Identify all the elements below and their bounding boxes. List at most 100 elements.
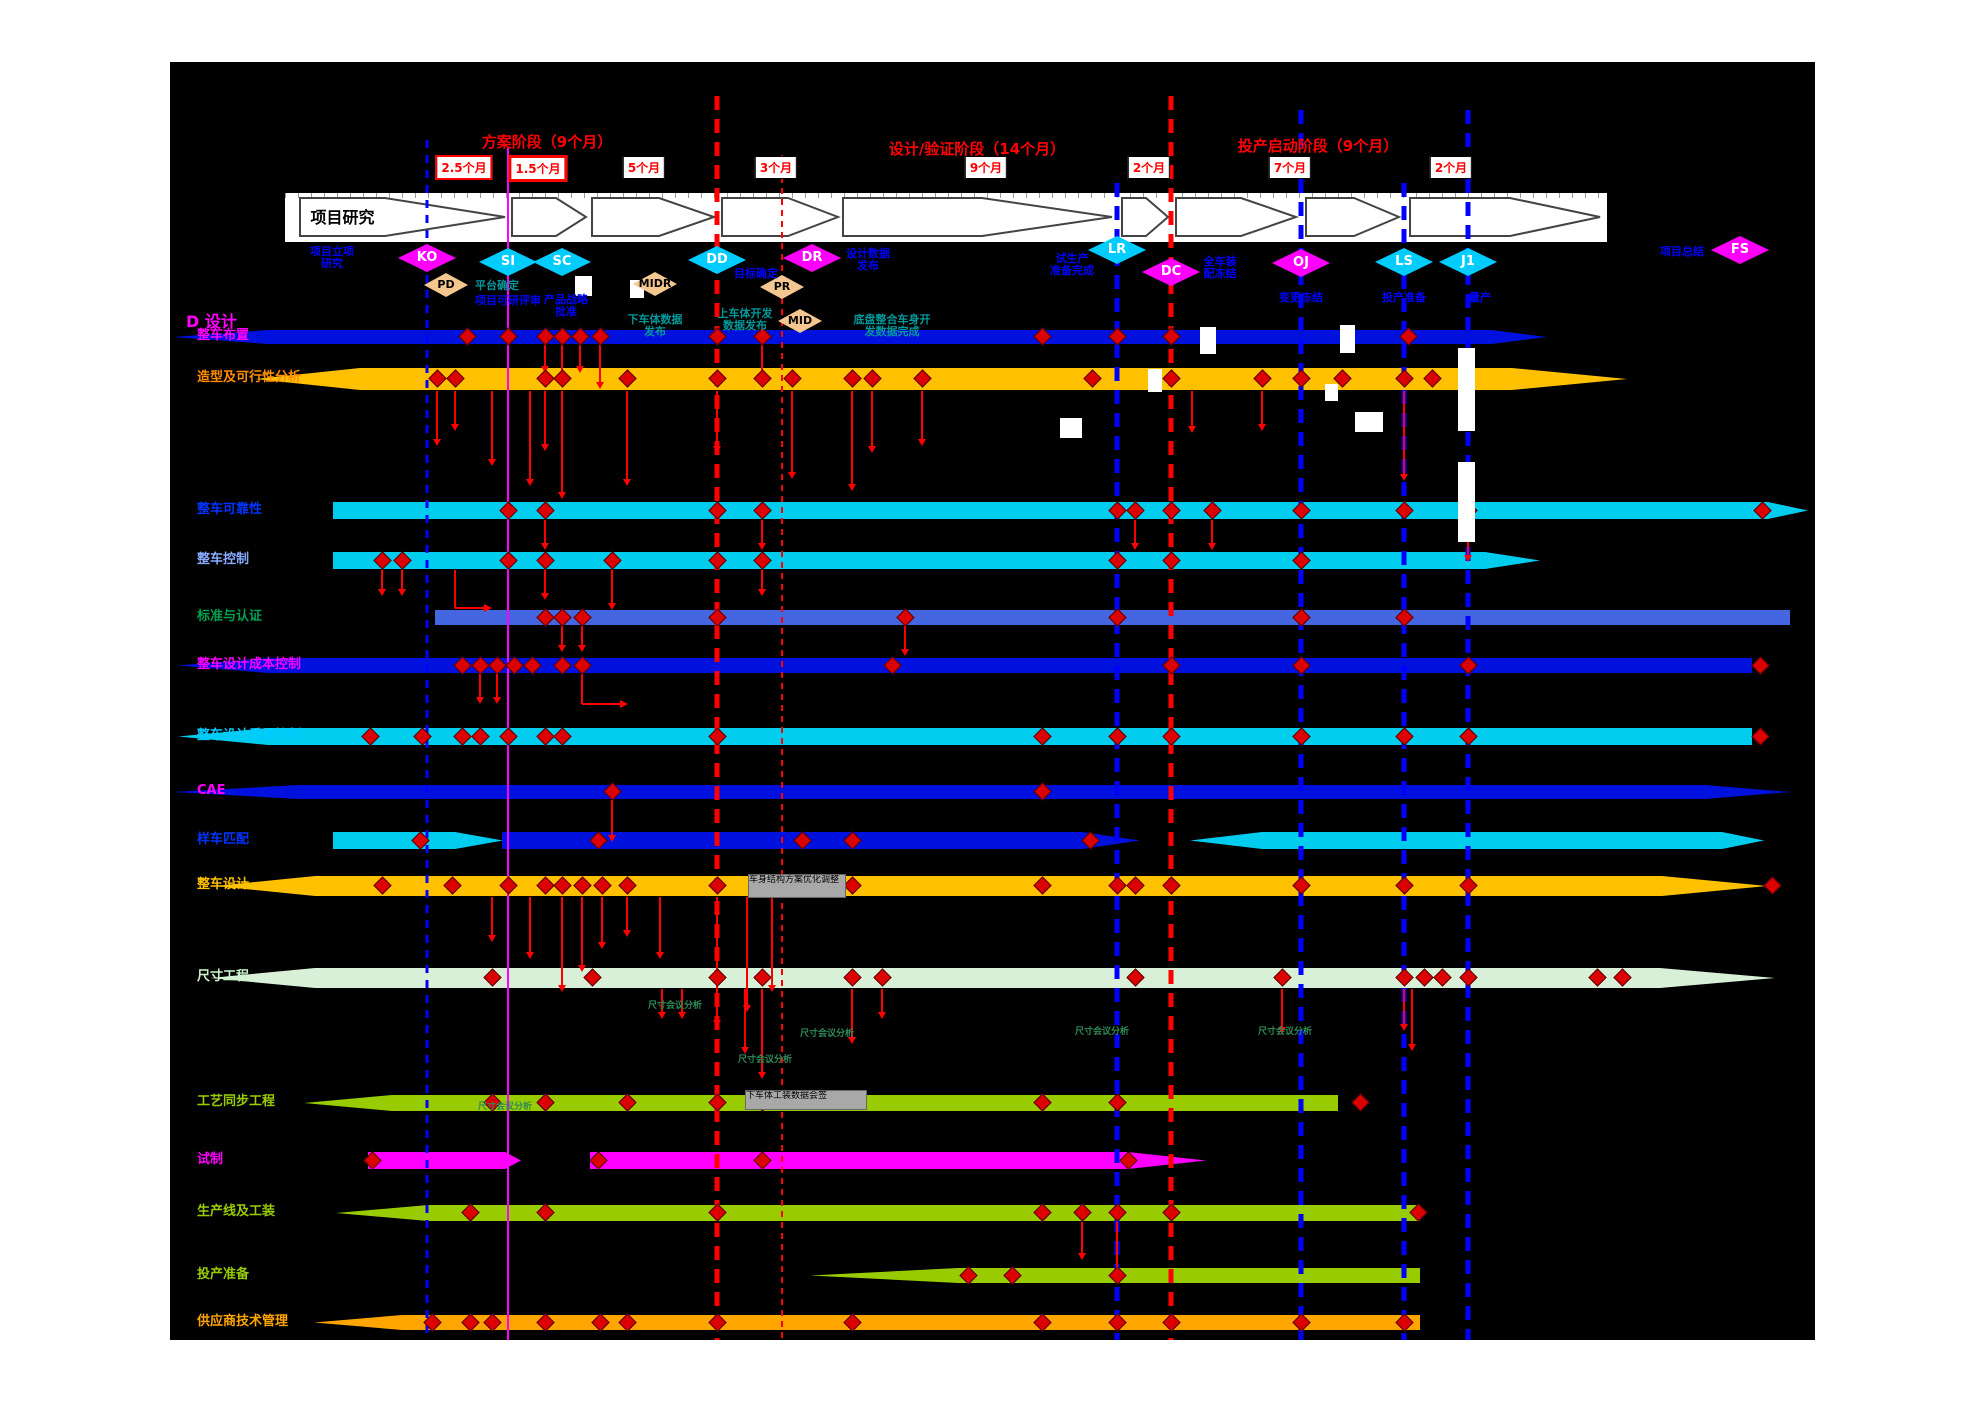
milestone-marker — [603, 550, 622, 570]
milestone-marker — [1273, 968, 1292, 987]
milestone-marker — [913, 369, 932, 388]
milestone-marker — [1108, 607, 1127, 627]
milestone-marker — [1108, 876, 1127, 895]
drop-arrow-head — [476, 697, 484, 704]
duration-box: 1.5个月 — [508, 155, 568, 182]
phase-arrow — [299, 197, 506, 237]
drop-arrow-head — [378, 589, 386, 596]
milestone-marker — [1003, 1265, 1022, 1285]
drop-arrow-head — [541, 444, 549, 451]
dimension-review-note: 尺寸会议分析 — [1258, 1027, 1313, 1037]
milestone-marker — [361, 726, 380, 746]
gantt-bar — [333, 552, 1485, 569]
row-label: 投产准备 — [197, 1266, 250, 1282]
milestone-marker — [536, 550, 555, 570]
drop-arrow-head — [1464, 555, 1472, 562]
drop-arrow-head — [848, 1037, 856, 1044]
phase-arrow — [1121, 197, 1170, 237]
milestone-ls: LS — [1375, 248, 1433, 276]
drop-arrow-head — [713, 446, 721, 453]
drop-arrow-head — [541, 593, 549, 600]
milestone-marker — [1292, 369, 1311, 388]
milestone-marker — [1033, 782, 1052, 801]
milestone-note: 变更冻结 — [1279, 291, 1323, 304]
milestone-marker — [536, 327, 555, 346]
milestone-note: 下车体数据 发布 — [627, 313, 683, 338]
drop-arrow-head — [658, 1012, 666, 1019]
milestone-marker — [499, 327, 518, 346]
milestone-marker — [1162, 550, 1181, 570]
phase-title: 设计/验证阶段（14个月） — [888, 140, 1066, 158]
drop-arrow-head — [656, 952, 664, 959]
milestone-marker — [553, 726, 572, 746]
drop-arrow-head — [526, 479, 534, 486]
phase-arrow — [1305, 197, 1402, 237]
phase-title: 方案阶段（9个月） — [481, 133, 613, 151]
gantt-bar — [958, 1268, 1420, 1283]
drop-arrow-head — [1400, 474, 1408, 481]
duration-box: 2个月 — [1429, 156, 1473, 179]
drop-arrow-head — [596, 382, 604, 389]
row-label: CAE — [197, 783, 226, 798]
gantt-bar — [315, 876, 1662, 896]
milestone-marker — [536, 369, 555, 388]
gantt-bar — [298, 785, 1705, 799]
drop-arrow-head — [1400, 1024, 1408, 1031]
drop-arrow-head — [623, 930, 631, 937]
annotation-box — [1458, 348, 1475, 431]
milestone-marker — [1292, 655, 1311, 675]
drop-arrow-head — [758, 589, 766, 596]
milestone-marker — [553, 369, 572, 388]
milestone-marker — [1395, 369, 1414, 388]
milestone-marker — [573, 876, 592, 895]
duration-box: 5个月 — [622, 156, 666, 179]
milestone-marker — [708, 876, 727, 895]
milestone-marker — [1751, 726, 1770, 746]
row-label: 整车可靠性 — [197, 501, 263, 517]
milestone-marker — [483, 1312, 502, 1332]
milestone-marker — [1126, 500, 1145, 520]
milestone-marker — [443, 876, 462, 895]
phase-arrow-label: 项目研究 — [310, 208, 374, 227]
milestone-marker — [363, 1150, 382, 1170]
row-label: 供应商技术管理 — [197, 1313, 289, 1329]
milestone-marker — [1395, 876, 1414, 895]
milestone-marker — [793, 830, 812, 850]
row-label: 工艺同步工程 — [197, 1094, 276, 1109]
milestone-marker — [1108, 1312, 1127, 1332]
milestone-marker — [708, 1203, 727, 1222]
milestone-marker — [708, 369, 727, 388]
drop-arrow-head — [678, 1012, 686, 1019]
drop-arrow-head — [918, 439, 926, 446]
gantt-bar — [502, 832, 1082, 849]
milestone-marker — [1108, 726, 1127, 746]
milestone-marker — [1126, 968, 1145, 987]
milestone-marker — [373, 550, 392, 570]
milestone-marker — [1292, 500, 1311, 520]
milestone-marker — [1162, 500, 1181, 520]
phase-arrow — [1409, 197, 1601, 237]
milestone-marker — [428, 369, 447, 388]
milestone-marker — [411, 830, 430, 850]
annotation-box — [1060, 418, 1082, 438]
milestone-marker — [1292, 607, 1311, 627]
milestone-note: 产品战略 批准 — [544, 293, 588, 318]
milestone-marker — [843, 876, 862, 895]
milestone-marker — [583, 968, 602, 987]
milestone-marker — [373, 876, 392, 895]
row-label: 尺寸工程 — [197, 969, 250, 984]
milestone-marker — [573, 607, 592, 627]
drop-arrow-head — [433, 439, 441, 446]
row-label: 生产线及工装 — [197, 1204, 276, 1219]
milestone-marker — [458, 327, 477, 346]
milestone-marker — [603, 782, 622, 801]
phase-arrow — [721, 197, 841, 237]
milestone-marker — [873, 968, 892, 987]
drop-arrow-head — [526, 952, 534, 959]
milestone-marker — [483, 968, 502, 987]
milestone-marker — [753, 1150, 772, 1170]
drop-arrow-head — [901, 649, 909, 656]
annotation-box — [1325, 384, 1338, 401]
